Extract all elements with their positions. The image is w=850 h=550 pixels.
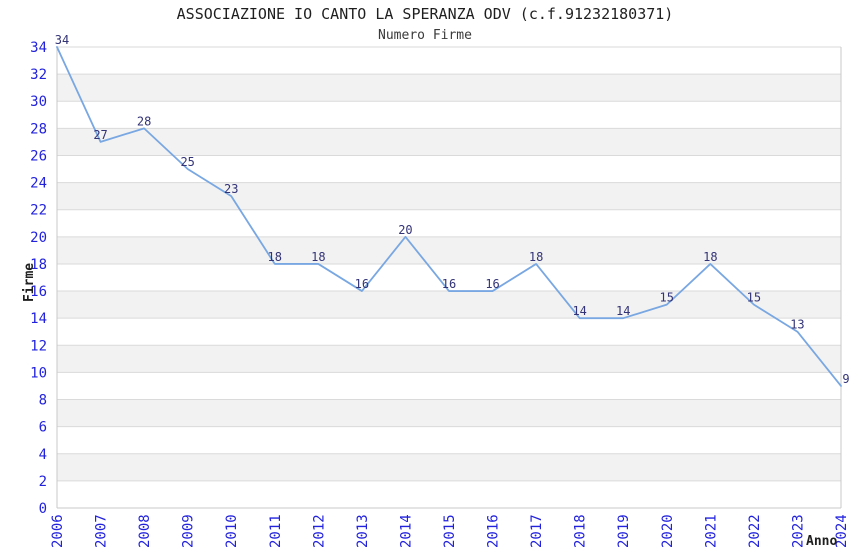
x-tick-label: 2023 [790, 514, 806, 548]
plot-band [57, 236, 841, 264]
x-tick-label: 2006 [50, 514, 66, 548]
y-tick-label: 0 [39, 501, 47, 517]
x-tick-label: 2018 [573, 514, 589, 548]
plot-band [57, 74, 841, 102]
data-label: 16 [442, 277, 456, 291]
x-tick-label: 2017 [529, 514, 545, 548]
data-label: 18 [529, 250, 543, 264]
chart-title: ASSOCIAZIONE IO CANTO LA SPERANZA ODV (c… [176, 5, 674, 23]
plot-band [57, 128, 841, 156]
plot-band [57, 453, 841, 481]
x-tick-label: 2013 [355, 514, 371, 548]
data-label: 18 [268, 250, 282, 264]
chart-subtitle: Numero Firme [378, 28, 472, 43]
plot-band [57, 345, 841, 373]
y-axis-title: Firme [22, 263, 37, 302]
data-label: 28 [137, 114, 151, 128]
data-label: 15 [747, 291, 761, 305]
x-tick-label: 2011 [268, 514, 284, 548]
y-tick-label: 26 [30, 148, 47, 164]
series-line [56, 46, 842, 387]
y-tick-label: 20 [30, 230, 47, 246]
x-tick-label: 2015 [442, 514, 458, 548]
data-label: 25 [180, 155, 194, 169]
data-label: 18 [703, 250, 717, 264]
y-tick-label: 22 [30, 203, 47, 219]
x-tick-label: 2009 [181, 514, 197, 548]
x-tick-label: 2007 [94, 514, 110, 548]
x-tick-label: 2010 [224, 514, 240, 548]
y-tick-label: 6 [39, 420, 47, 436]
x-tick-label: 2016 [486, 514, 502, 548]
x-tick-label: 2014 [398, 514, 414, 548]
y-tick-label: 28 [30, 121, 47, 137]
plot-band [57, 291, 841, 319]
y-tick-label: 4 [39, 447, 47, 463]
x-tick-label: 2020 [660, 514, 676, 548]
x-tick-label: 2012 [311, 514, 327, 548]
y-tick-label: 16 [30, 284, 47, 300]
y-tick-label: 2 [39, 474, 47, 490]
data-label: 13 [790, 318, 804, 332]
data-label: 9 [842, 372, 849, 386]
y-tick-label: 8 [39, 393, 47, 409]
y-tick-label: 10 [30, 365, 47, 381]
x-tick-label: 2024 [834, 514, 850, 548]
y-tick-label: 18 [30, 257, 47, 273]
y-tick-label: 30 [30, 94, 47, 110]
data-label: 16 [485, 277, 499, 291]
x-tick-label: 2008 [137, 514, 153, 548]
x-tick-label: 2019 [616, 514, 632, 548]
data-label: 18 [311, 250, 325, 264]
data-label: 27 [93, 128, 107, 142]
data-label: 34 [55, 33, 69, 47]
plot-band [57, 399, 841, 427]
y-tick-label: 24 [30, 176, 47, 192]
x-tick-label: 2021 [703, 514, 719, 548]
data-label: 16 [355, 277, 369, 291]
data-label: 23 [224, 182, 238, 196]
x-tick-label: 2022 [747, 514, 763, 548]
y-tick-label: 34 [30, 40, 47, 56]
plot-band [57, 182, 841, 210]
data-label: 14 [572, 304, 586, 318]
data-label: 20 [398, 223, 412, 237]
data-label: 15 [660, 291, 674, 305]
y-tick-label: 14 [30, 311, 47, 327]
x-axis-title: Anno [806, 534, 837, 549]
y-tick-label: 12 [30, 338, 47, 354]
data-label: 14 [616, 304, 630, 318]
y-tick-label: 32 [30, 67, 47, 83]
